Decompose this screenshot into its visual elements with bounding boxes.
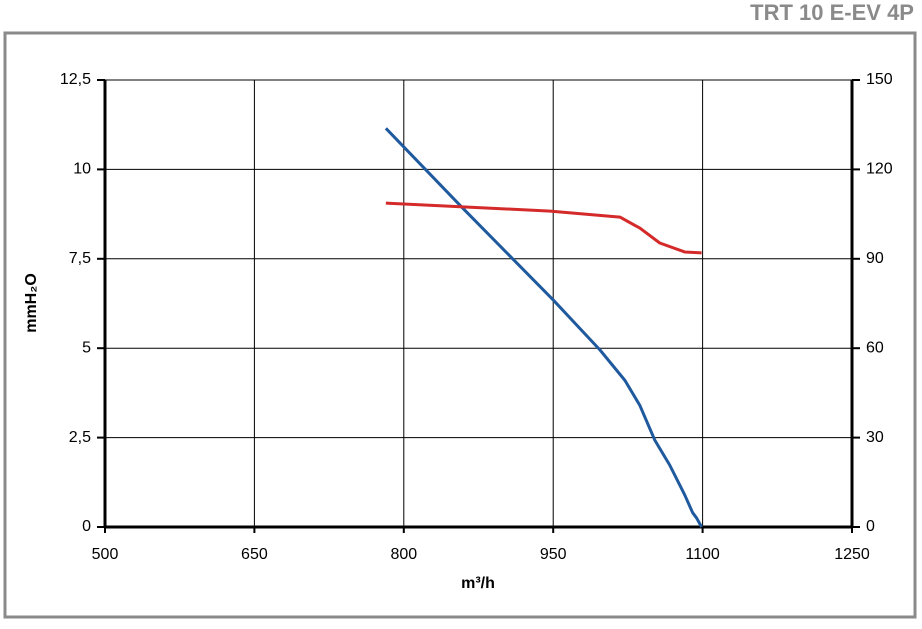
- x-tick-label: 500: [92, 546, 119, 563]
- y2-tick-label: 0: [866, 518, 875, 535]
- x-tick-label: 1250: [834, 546, 870, 563]
- chart-title: TRT 10 E-EV 4P: [750, 0, 914, 25]
- y-tick-label: 0: [82, 518, 91, 535]
- y2-tick-label: 30: [866, 429, 884, 446]
- y-tick-label: 7,5: [69, 250, 91, 267]
- series-line: [384, 127, 703, 528]
- x-tick-label: 650: [241, 546, 268, 563]
- x-tick-label: 1100: [685, 546, 720, 563]
- y2-tick-label: 60: [866, 339, 884, 356]
- y-tick-label: 5: [82, 339, 91, 356]
- y-tick-label: 10: [73, 161, 91, 178]
- x-tick-label: 950: [540, 546, 567, 563]
- y-axis-label: mmH₂O: [23, 273, 40, 333]
- y2-tick-label: 90: [866, 250, 884, 267]
- frame: [3, 31, 917, 619]
- x-tick-label: 800: [390, 546, 417, 563]
- series-line: [385, 201, 702, 255]
- x-axis-label: m³/h: [461, 575, 495, 592]
- y2-tick-label: 120: [866, 161, 893, 178]
- y-tick-label: 2,5: [69, 429, 91, 446]
- y2-tick-label: 150: [866, 71, 893, 88]
- y-tick-label: 12,5: [60, 71, 91, 88]
